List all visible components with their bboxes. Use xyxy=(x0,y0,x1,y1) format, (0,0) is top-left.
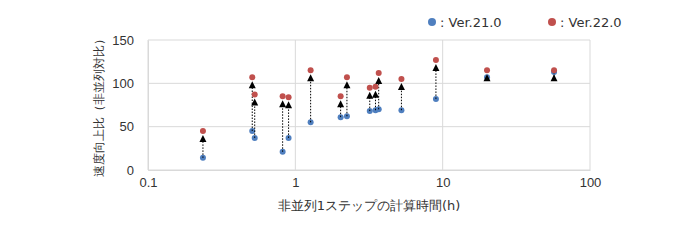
arrow-head xyxy=(285,101,292,108)
arrow-line xyxy=(288,107,289,138)
point xyxy=(286,94,292,100)
point xyxy=(344,74,350,80)
arrows xyxy=(199,64,557,158)
arrow-line xyxy=(202,141,203,158)
arrow-line xyxy=(435,70,436,99)
arrow-head xyxy=(551,74,558,81)
x-grid-line xyxy=(442,40,443,170)
point xyxy=(252,92,258,98)
series xyxy=(200,57,557,134)
point xyxy=(280,93,286,99)
x-tick: 0.1 xyxy=(139,170,157,190)
x-tick-label: 10 xyxy=(436,175,450,190)
y-grid-line xyxy=(148,83,590,84)
y-tick: 50 xyxy=(120,119,148,134)
x-tick-label: 100 xyxy=(580,175,602,190)
x-tick: 100 xyxy=(580,170,602,190)
y-axis-title: 速度向上比（非並列対比） xyxy=(92,33,106,177)
y-axis: 0 50 100 150 xyxy=(112,33,148,178)
point xyxy=(200,128,206,134)
y-axis-line xyxy=(148,41,149,171)
arrow-line xyxy=(254,105,255,138)
arrow-line xyxy=(310,80,311,122)
series xyxy=(200,69,557,161)
x-axis: 0.1 1 10 100 xyxy=(139,170,601,190)
y-tick-label: 100 xyxy=(112,76,134,91)
arrow-head xyxy=(337,100,344,107)
legend: : Ver.21.0 : Ver.22.0 xyxy=(428,15,622,30)
x-tick: 1 xyxy=(292,170,299,190)
y-tick-label: 150 xyxy=(112,33,134,48)
arrow-head xyxy=(307,74,314,81)
point xyxy=(249,74,255,80)
point xyxy=(398,76,404,82)
arrow-line xyxy=(346,87,347,116)
arrow-head xyxy=(484,74,491,81)
arrow-head xyxy=(432,64,439,71)
point xyxy=(338,93,344,99)
legend-label: : Ver.22.0 xyxy=(560,15,622,30)
y-tick: 150 xyxy=(112,33,148,48)
y-grid-line xyxy=(148,126,590,127)
x-axis-title: 非並列1ステップの計算時間(h) xyxy=(278,198,461,213)
arrow-line xyxy=(369,98,370,111)
arrow-head xyxy=(199,135,206,142)
arrow-head xyxy=(372,91,379,98)
point xyxy=(551,67,557,73)
x-grid-line xyxy=(590,40,591,170)
point xyxy=(308,67,314,73)
x-grid-line xyxy=(295,40,296,170)
plot-area xyxy=(199,57,557,161)
grid xyxy=(148,40,590,170)
point xyxy=(376,70,382,76)
legend-marker xyxy=(428,18,436,26)
arrow-head xyxy=(398,83,405,90)
y-grid-line xyxy=(148,40,590,41)
arrow-line xyxy=(401,89,402,110)
y-tick-label: 0 xyxy=(127,163,134,178)
y-tick-label: 50 xyxy=(120,119,134,134)
x-tick-label: 0.1 xyxy=(139,175,157,190)
point xyxy=(367,85,373,91)
chart: 0.1 1 10 100 0 50 100 150 非並列1ステップの計算時間(h) 速度向上比（… xyxy=(0,0,700,240)
arrow-line xyxy=(282,106,283,151)
x-axis-line xyxy=(149,170,591,171)
arrow-head xyxy=(375,77,382,84)
arrow-line xyxy=(375,97,376,110)
point xyxy=(433,57,439,63)
x-tick-label: 1 xyxy=(292,175,299,190)
y-tick: 100 xyxy=(112,76,148,91)
point xyxy=(484,67,490,73)
legend-marker xyxy=(548,18,556,26)
arrow-line xyxy=(340,106,341,117)
arrow-head xyxy=(343,81,350,88)
arrow-head xyxy=(249,81,256,88)
arrow-head xyxy=(251,99,258,106)
arrow-head xyxy=(279,100,286,107)
y-tick: 0 xyxy=(127,163,148,178)
x-grid-line xyxy=(148,40,149,170)
legend-label: : Ver.21.0 xyxy=(440,15,502,30)
y-grid-line xyxy=(148,170,590,171)
x-tick: 10 xyxy=(436,170,450,190)
point xyxy=(372,84,378,90)
